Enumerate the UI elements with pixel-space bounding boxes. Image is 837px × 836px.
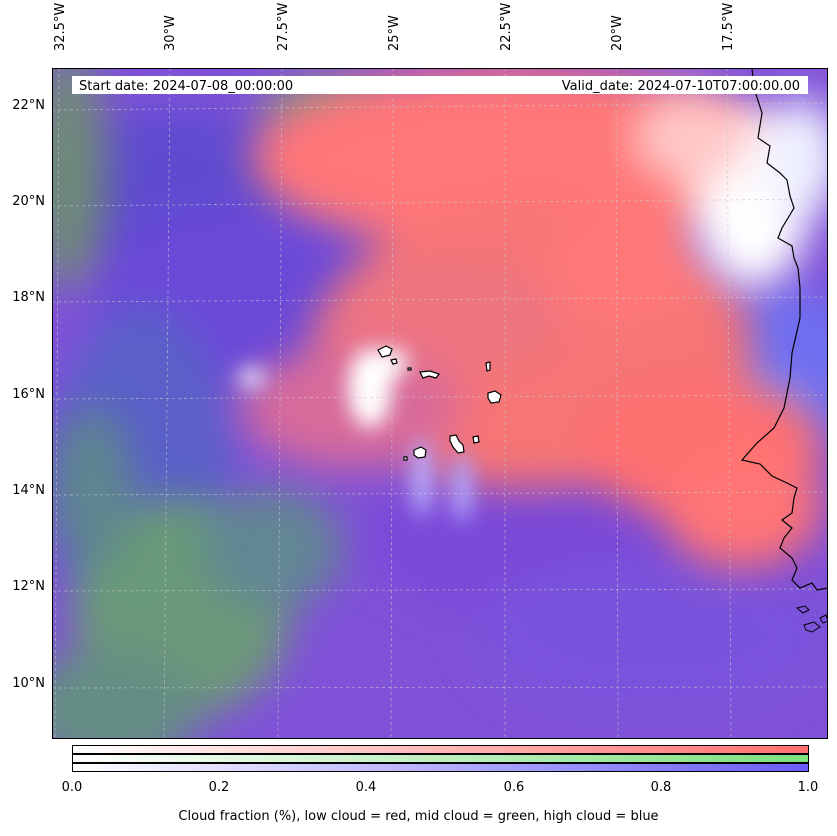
island-wake-layer bbox=[238, 348, 472, 523]
graticule bbox=[52, 68, 828, 739]
header-bar bbox=[72, 76, 808, 94]
lat-label-10n: 10°N bbox=[12, 676, 45, 691]
map-canvas: Start date: 2024-07-08_00:00:00 Valid_da… bbox=[52, 68, 828, 739]
lon-label-32-5w: 32.5°W bbox=[53, 2, 68, 51]
valid-date-label: Valid_date: 2024-07-10T07:00:00.00 bbox=[562, 79, 800, 94]
colorbar-tick-0-0: 0.0 bbox=[61, 780, 83, 795]
africa-coastline bbox=[740, 68, 828, 591]
lat-label-12n: 12°N bbox=[12, 579, 45, 594]
colorbar-high-cloud bbox=[72, 763, 809, 772]
lon-label-22-5w: 22.5°W bbox=[499, 2, 514, 51]
colorbar-tick-0-6: 0.6 bbox=[503, 780, 525, 795]
lat-label-22n: 22°N bbox=[12, 98, 45, 113]
colorbar-tick-0-4: 0.4 bbox=[355, 780, 377, 795]
start-date-label: Start date: 2024-07-08_00:00:00 bbox=[79, 79, 293, 94]
colorbar-tick-0-2: 0.2 bbox=[208, 780, 230, 795]
colorbar-strips bbox=[72, 745, 809, 772]
cabo-verde-islands bbox=[377, 345, 502, 461]
lon-label-20w: 20°W bbox=[610, 15, 625, 51]
lat-label-18n: 18°N bbox=[12, 290, 45, 305]
lat-label-16n: 16°N bbox=[12, 387, 45, 402]
lon-label-25w: 25°W bbox=[387, 15, 402, 51]
colorbar-tick-1-0: 1.0 bbox=[797, 780, 819, 795]
clear-sky-layer bbox=[632, 93, 828, 288]
colorbar-tick-0-8: 0.8 bbox=[650, 780, 672, 795]
colorbar-low-cloud bbox=[72, 745, 809, 754]
colorbar-title: Cloud fraction (%), low cloud = red, mid… bbox=[178, 809, 659, 824]
lat-label-14n: 14°N bbox=[12, 483, 45, 498]
lon-label-27-5w: 27.5°W bbox=[276, 2, 291, 51]
map-frame bbox=[52, 68, 828, 739]
colorbar-mid-cloud bbox=[72, 754, 809, 763]
low-cloud-layer bbox=[242, 68, 822, 568]
cloud-fraction-map: Start date: 2024-07-08_00:00:00 Valid_da… bbox=[52, 68, 828, 739]
lon-label-17-5w: 17.5°W bbox=[721, 2, 736, 51]
lat-label-20n: 20°N bbox=[12, 194, 45, 209]
lon-label-30w: 30°W bbox=[163, 15, 178, 51]
coastal-islets bbox=[795, 605, 828, 633]
